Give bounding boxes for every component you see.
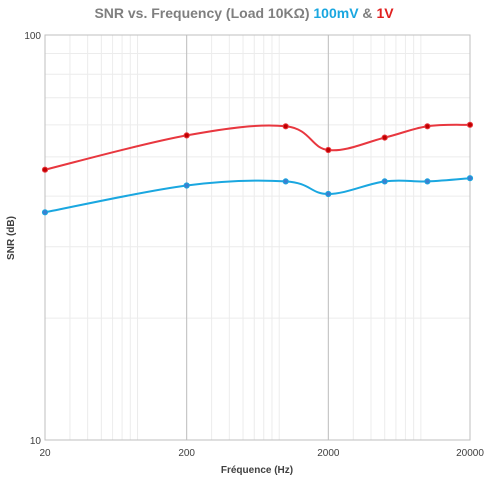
- data-point-1v: [41, 166, 49, 173]
- data-point-1v: [325, 146, 332, 154]
- chart-title-series-1v: 1V: [376, 5, 394, 21]
- y-tick-label: 10: [30, 436, 42, 447]
- y-axis-label: SNR (dB): [6, 216, 17, 260]
- chart-title-separator: &: [359, 5, 377, 21]
- data-point-100mv: [325, 190, 332, 198]
- data-point-1v: [183, 132, 190, 139]
- data-point-100mv: [466, 175, 474, 182]
- minor-grid: [45, 35, 470, 440]
- plot-area-frame: [44, 34, 471, 441]
- data-point-1v: [381, 134, 388, 141]
- x-tick-label: 200: [178, 448, 195, 459]
- data-point-100mv: [381, 178, 388, 185]
- chart-title-series-100mv: 100mV: [313, 5, 359, 21]
- data-point-100mv: [424, 178, 431, 185]
- data-point-100mv: [183, 182, 190, 189]
- series-1v: [41, 121, 474, 173]
- x-tick-label: 20: [39, 448, 51, 459]
- data-point-100mv: [282, 178, 289, 185]
- major-grid: [186, 35, 329, 440]
- series-line-1v: [44, 123, 471, 171]
- x-axis-label: Fréquence (Hz): [221, 465, 293, 476]
- x-tick-label: 2000: [317, 448, 340, 459]
- chart-title-main: SNR vs. Frequency (Load 10KΩ): [94, 5, 313, 21]
- data-point-100mv: [41, 209, 49, 216]
- x-tick-labels: 20 200 2000 20000: [39, 448, 484, 459]
- series-layer: [41, 121, 474, 216]
- data-point-1v: [424, 123, 431, 130]
- series-line-100mv: [44, 177, 471, 214]
- y-tick-labels: 10 100: [24, 31, 41, 447]
- series-100mv: [41, 175, 474, 216]
- y-tick-label: 100: [24, 31, 41, 42]
- chart-title: SNR vs. Frequency (Load 10KΩ) 100mV & 1V: [94, 5, 394, 21]
- x-tick-label: 20000: [456, 448, 484, 459]
- data-point-1v: [282, 123, 289, 130]
- data-point-1v: [466, 121, 474, 128]
